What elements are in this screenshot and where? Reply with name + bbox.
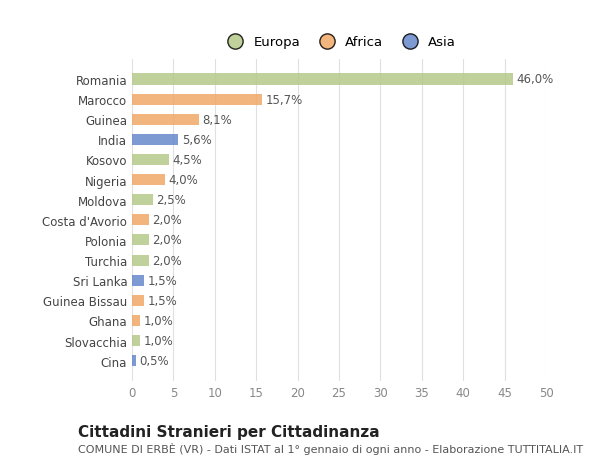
Bar xyxy=(132,114,199,125)
Text: 2,0%: 2,0% xyxy=(152,214,182,227)
Text: 4,5%: 4,5% xyxy=(173,154,202,167)
Bar xyxy=(132,315,140,326)
Text: 15,7%: 15,7% xyxy=(265,93,302,106)
Text: 1,5%: 1,5% xyxy=(148,294,178,307)
Bar xyxy=(132,275,145,286)
Text: 5,6%: 5,6% xyxy=(182,134,211,146)
Bar xyxy=(132,134,178,146)
Bar xyxy=(132,335,140,346)
Text: 46,0%: 46,0% xyxy=(516,73,553,86)
Text: 8,1%: 8,1% xyxy=(202,113,232,126)
Text: 1,0%: 1,0% xyxy=(143,334,173,347)
Text: 1,0%: 1,0% xyxy=(143,314,173,327)
Text: Cittadini Stranieri per Cittadinanza: Cittadini Stranieri per Cittadinanza xyxy=(78,425,380,440)
Bar xyxy=(132,235,149,246)
Bar xyxy=(132,155,169,166)
Legend: Europa, Africa, Asia: Europa, Africa, Asia xyxy=(217,31,461,55)
Bar xyxy=(132,255,149,266)
Bar xyxy=(132,74,513,85)
Text: 2,0%: 2,0% xyxy=(152,234,182,247)
Bar xyxy=(132,95,262,106)
Bar xyxy=(132,174,165,186)
Text: 4,0%: 4,0% xyxy=(169,174,198,187)
Bar xyxy=(132,215,149,226)
Bar xyxy=(132,295,145,306)
Text: 1,5%: 1,5% xyxy=(148,274,178,287)
Bar xyxy=(132,195,152,206)
Text: COMUNE DI ERBÈ (VR) - Dati ISTAT al 1° gennaio di ogni anno - Elaborazione TUTTI: COMUNE DI ERBÈ (VR) - Dati ISTAT al 1° g… xyxy=(78,442,583,453)
Bar xyxy=(132,355,136,366)
Text: 2,5%: 2,5% xyxy=(156,194,186,207)
Text: 2,0%: 2,0% xyxy=(152,254,182,267)
Text: 0,5%: 0,5% xyxy=(139,354,169,367)
